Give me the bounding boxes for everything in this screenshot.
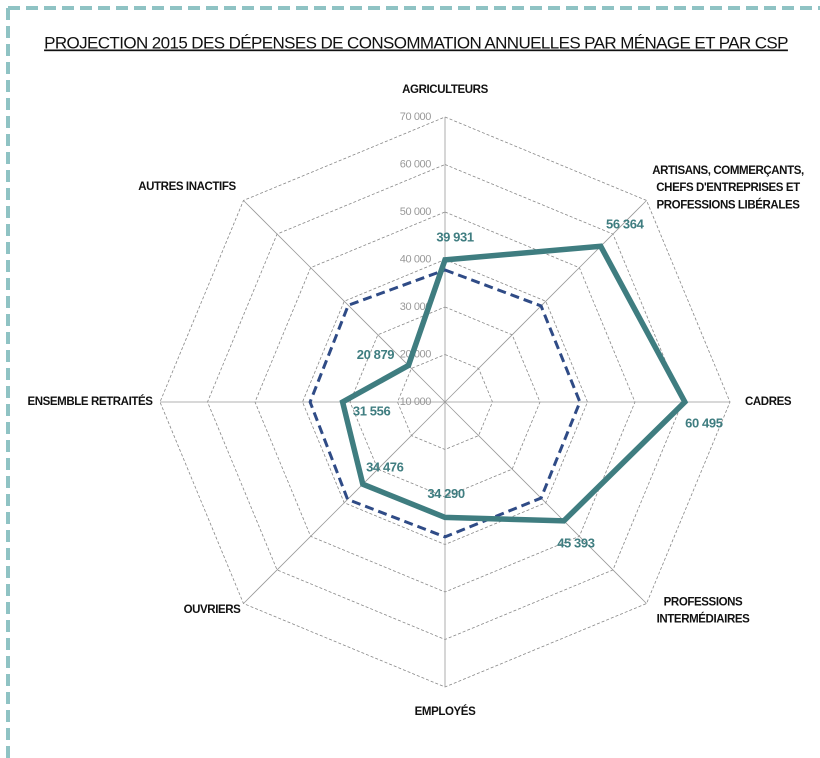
category-label: AGRICULTEURS	[402, 84, 488, 96]
tick-label: 20 000	[400, 348, 432, 360]
tick-label: 30 000	[400, 301, 432, 313]
value-label: 39 931	[436, 229, 474, 244]
category-label: PROFESSIONS INTERMÉDIAIRES	[657, 596, 751, 625]
tick-label: 60 000	[400, 158, 432, 170]
category-label: AUTRES INACTIFS	[138, 181, 236, 193]
chart-title: PROJECTION 2015 DES DÉPENSES DE CONSOMMA…	[44, 33, 788, 52]
tick-label: 70 000	[400, 111, 432, 123]
series-line	[308, 268, 582, 539]
value-label: 56 364	[606, 217, 645, 232]
value-label: 20 879	[357, 347, 395, 362]
tick-label: 50 000	[400, 206, 432, 218]
axis-spoke	[444, 200, 647, 403]
series-line	[339, 243, 689, 524]
axis-spoke	[243, 200, 446, 403]
value-label: 34 290	[427, 486, 465, 501]
value-label: 45 393	[557, 535, 595, 550]
category-label: EMPLOYÉS	[415, 705, 476, 718]
value-label: 31 556	[353, 403, 391, 418]
value-label: 34 476	[366, 460, 404, 475]
category-label: ENSEMBLE RETRAITÉS	[27, 395, 153, 408]
category-label: CADRES	[745, 396, 792, 408]
category-label: ARTISANS, COMMERÇANTS, CHEFS D'ENTREPRISE…	[652, 165, 804, 212]
axis-spoke	[444, 401, 647, 604]
value-label: 60 495	[685, 415, 723, 430]
axis-spoke	[243, 401, 446, 604]
category-label: OUVRIERS	[184, 604, 242, 616]
tick-label: 40 000	[400, 253, 432, 265]
